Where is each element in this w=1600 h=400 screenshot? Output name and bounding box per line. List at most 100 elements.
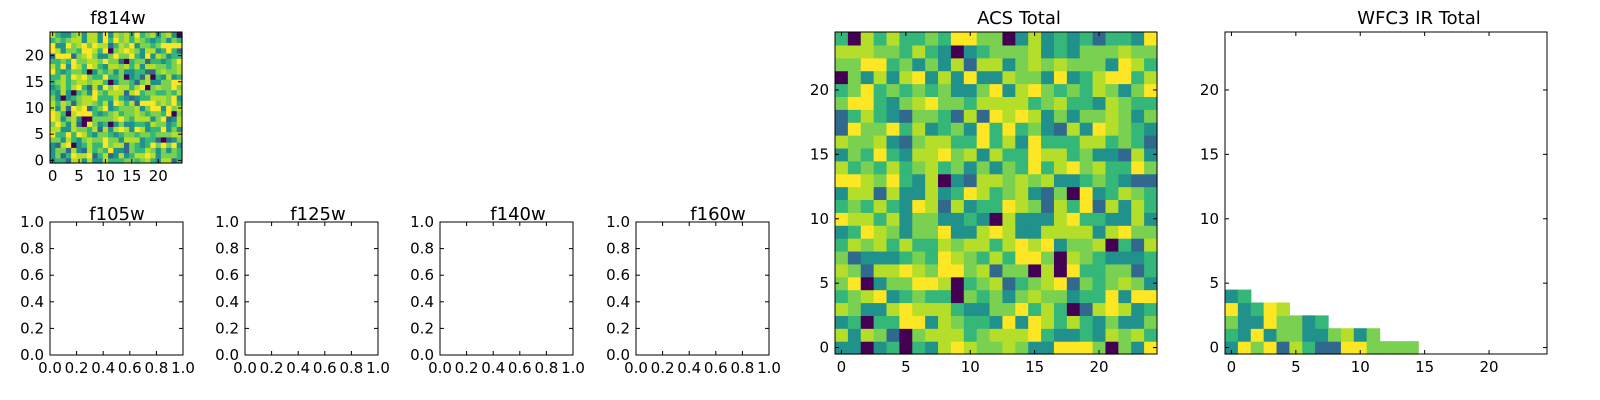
- heatmap-cell: [938, 70, 952, 85]
- heatmap-cell: [1079, 302, 1094, 316]
- heatmap-cell: [1079, 250, 1094, 265]
- heatmap-cell: [97, 73, 104, 80]
- heatmap-cell: [139, 115, 146, 122]
- heatmap-cell: [912, 341, 926, 355]
- heatmap-cell: [1144, 302, 1158, 316]
- heatmap-cell: [171, 79, 178, 85]
- heatmap-cell: [176, 115, 183, 122]
- heatmap-cell: [97, 63, 104, 70]
- heatmap-cell: [899, 83, 913, 97]
- heatmap-cell: [950, 263, 965, 278]
- heatmap-cell: [86, 84, 93, 91]
- heatmap-cell: [1250, 315, 1265, 329]
- heatmap-cell: [55, 121, 62, 127]
- heatmap-cell: [60, 131, 67, 138]
- heatmap-cell: [1066, 289, 1081, 304]
- heatmap-cell: [1250, 341, 1265, 355]
- heatmap-cell: [886, 186, 900, 201]
- heatmap-cell: [176, 147, 183, 154]
- y-tick-label: 10: [1200, 210, 1219, 228]
- heatmap-cell: [123, 47, 130, 54]
- heatmap-cell: [60, 63, 67, 70]
- heatmap-cell: [873, 199, 888, 213]
- heatmap-cell: [976, 199, 991, 213]
- heatmap-cell: [899, 96, 913, 110]
- heatmap-cell: [108, 100, 114, 106]
- heatmap-cell: [155, 147, 162, 154]
- heatmap-cell: [1144, 32, 1158, 46]
- heatmap-cell: [938, 199, 952, 213]
- heatmap-cell: [1066, 186, 1081, 201]
- heatmap-cell: [129, 100, 136, 106]
- heatmap-cell: [76, 136, 83, 143]
- heatmap-cell: [76, 131, 83, 138]
- axes-frame: [635, 221, 770, 356]
- heatmap-cell: [1066, 70, 1081, 85]
- heatmap-cell: [835, 122, 849, 136]
- heatmap-cell: [925, 315, 939, 329]
- heatmap-cell: [123, 37, 130, 44]
- heatmap-cell: [1105, 70, 1119, 85]
- heatmap-cell: [1015, 96, 1029, 110]
- heatmap-cell: [1066, 122, 1081, 136]
- y-tick-label: 0.4: [410, 293, 434, 311]
- heatmap-cell: [1131, 289, 1145, 304]
- heatmap-cell: [886, 302, 900, 316]
- heatmap-cell: [108, 136, 114, 143]
- heatmap-cell: [171, 73, 178, 80]
- heatmap-cell: [976, 263, 991, 278]
- heatmap-cell: [50, 100, 56, 106]
- heatmap-cell: [71, 115, 77, 122]
- heatmap-cell: [1105, 160, 1119, 175]
- heatmap-cell: [860, 147, 875, 162]
- heatmap-cell: [1131, 160, 1145, 175]
- heatmap-cell: [129, 142, 136, 148]
- heatmap-cell: [150, 84, 157, 91]
- heatmap-cell: [160, 94, 167, 101]
- heatmap-cell: [76, 73, 83, 80]
- heatmap-cell: [1002, 122, 1016, 136]
- heatmap-cell: [55, 32, 62, 38]
- heatmap-cell: [950, 135, 965, 149]
- heatmap-cell: [129, 152, 136, 159]
- heatmap-cell: [976, 109, 991, 123]
- x-tick-label: 0.2: [260, 359, 284, 377]
- heatmap-cell: [938, 173, 952, 188]
- heatmap-cell: [155, 142, 162, 148]
- heatmap-cell: [1353, 341, 1368, 355]
- heatmap-cell: [989, 238, 1004, 252]
- heatmap-cell: [1079, 276, 1094, 291]
- heatmap-cell: [97, 89, 104, 96]
- heatmap-cell: [71, 131, 77, 138]
- heatmap-cell: [938, 57, 952, 72]
- heatmap-cell: [1144, 238, 1158, 252]
- heatmap-cell: [76, 142, 83, 148]
- heatmap-cell: [92, 110, 99, 117]
- heatmap-cell: [886, 32, 900, 46]
- heatmap-cell: [1028, 302, 1042, 316]
- heatmap-cell: [76, 37, 83, 44]
- heatmap-cell: [899, 135, 913, 149]
- heatmap-cell: [171, 89, 178, 96]
- heatmap-cell: [134, 110, 141, 117]
- heatmap-cell: [899, 32, 913, 46]
- heatmap-cell: [1002, 315, 1016, 329]
- heatmap-cell: [129, 84, 136, 91]
- y-tick-label: 0.2: [410, 319, 434, 337]
- heatmap-cell: [860, 276, 875, 291]
- heatmap-cell: [160, 37, 167, 44]
- heatmap-cell: [55, 115, 62, 122]
- heatmap-cell: [989, 276, 1004, 291]
- heatmap-cell: [1079, 212, 1094, 226]
- heatmap-cell: [989, 341, 1004, 355]
- heatmap-cell: [925, 160, 939, 175]
- heatmap-cell: [1118, 315, 1132, 329]
- heatmap-cell: [65, 52, 72, 59]
- heatmap-cell: [155, 110, 162, 117]
- heatmap-cell: [899, 302, 913, 316]
- heatmap-cell: [81, 142, 88, 148]
- heatmap-cell: [60, 73, 67, 80]
- x-tick-label: 10: [1351, 358, 1370, 376]
- x-tick-label: 0: [837, 358, 847, 376]
- heatmap-cell: [847, 122, 862, 136]
